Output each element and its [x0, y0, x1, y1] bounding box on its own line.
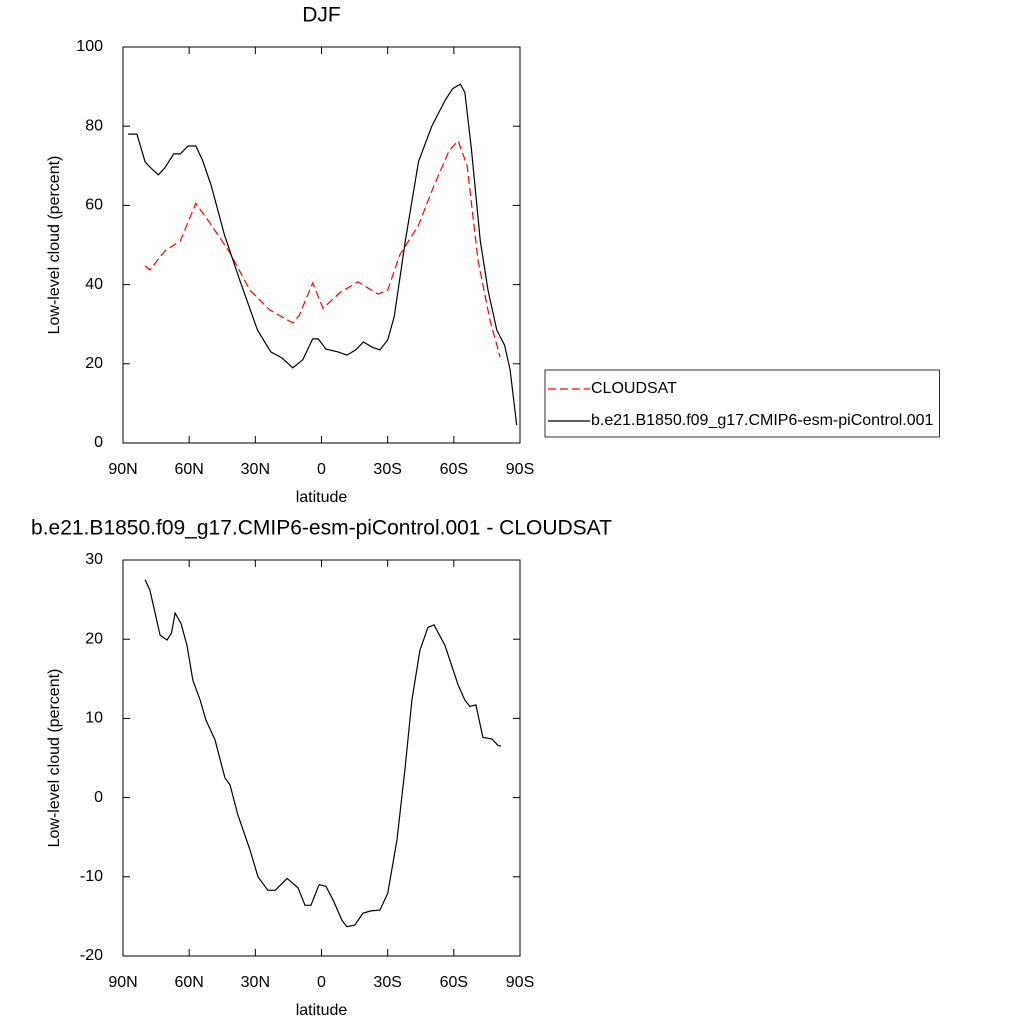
y-tick-label: 40: [85, 276, 103, 293]
x-tick-label: 60N: [174, 974, 203, 991]
y-tick-label: -10: [80, 868, 103, 885]
y-tick-label: 20: [85, 355, 103, 372]
x-tick-label: 30S: [373, 461, 401, 478]
y-tick-label: 60: [85, 197, 103, 214]
x-tick-label: 0: [317, 461, 326, 478]
y-axis-label: Low-level cloud (percent): [46, 156, 63, 335]
y-tick-label: 20: [85, 630, 103, 647]
x-tick-label: 60S: [440, 974, 468, 991]
legend-label: CLOUDSAT: [591, 380, 677, 397]
x-tick-label: 90N: [108, 461, 137, 478]
data-line: [144, 579, 502, 928]
data-line: [128, 83, 518, 426]
legend-label: b.e21.B1850.f09_g17.CMIP6-esm-piControl.…: [591, 412, 934, 429]
legend: CLOUDSAT b.e21.B1850.f09_g17.CMIP6-esm-pi…: [544, 369, 940, 438]
data-line: [144, 139, 501, 358]
chart-title: DJF: [302, 4, 341, 27]
panel: DJF 0 20 40 60 80 100 90N 60N 30N 0 30S 60S 90S latitu…: [46, 4, 940, 506]
x-axis-label: latitude: [296, 489, 348, 506]
chart-title: b.e21.B1850.f09_g17.CMIP6-esm-piControl.…: [31, 517, 612, 540]
legend-box: [544, 369, 940, 438]
x-tick-label: 60N: [174, 461, 203, 478]
plot-frame: [122, 46, 521, 444]
x-tick-label: 90N: [108, 974, 137, 991]
y-tick-label: 0: [94, 789, 103, 806]
x-tick-label: 60S: [440, 461, 468, 478]
y-tick-label: 10: [85, 710, 103, 727]
x-axis-label: latitude: [296, 1002, 348, 1019]
x-tick-label: 30N: [241, 974, 270, 991]
x-tick-label: 90S: [506, 461, 534, 478]
y-tick-label: 100: [76, 38, 103, 55]
y-tick-label: -20: [80, 947, 103, 964]
x-tick-label: 30N: [241, 461, 270, 478]
y-tick-label: 80: [85, 117, 103, 134]
y-tick-label: 30: [85, 551, 103, 568]
panel: b.e21.B1850.f09_g17.CMIP6-esm-piControl.…: [31, 517, 612, 1020]
x-tick-label: 0: [317, 974, 326, 991]
y-tick-label: 0: [94, 434, 103, 451]
x-tick-label: 90S: [506, 974, 534, 991]
x-tick-label: 30S: [373, 974, 401, 991]
plot-frame: [122, 559, 521, 957]
y-axis-label: Low-level cloud (percent): [46, 669, 63, 848]
